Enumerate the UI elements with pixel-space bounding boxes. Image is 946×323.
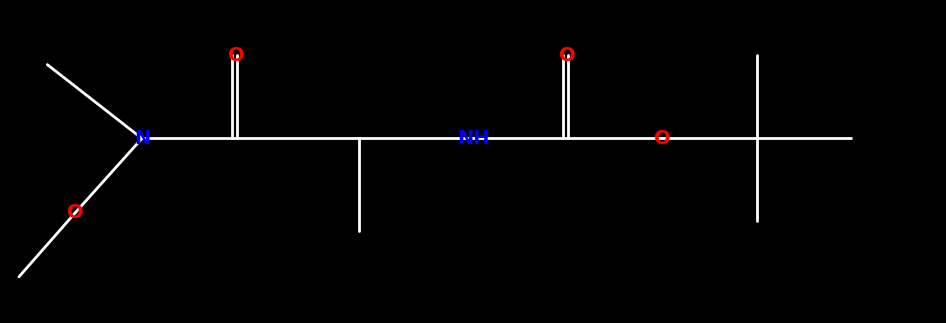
Text: N: N	[133, 129, 150, 148]
Text: O: O	[67, 203, 84, 222]
Text: NH: NH	[457, 129, 489, 148]
Text: O: O	[228, 46, 245, 65]
Text: O: O	[654, 129, 671, 148]
Text: O: O	[559, 46, 576, 65]
